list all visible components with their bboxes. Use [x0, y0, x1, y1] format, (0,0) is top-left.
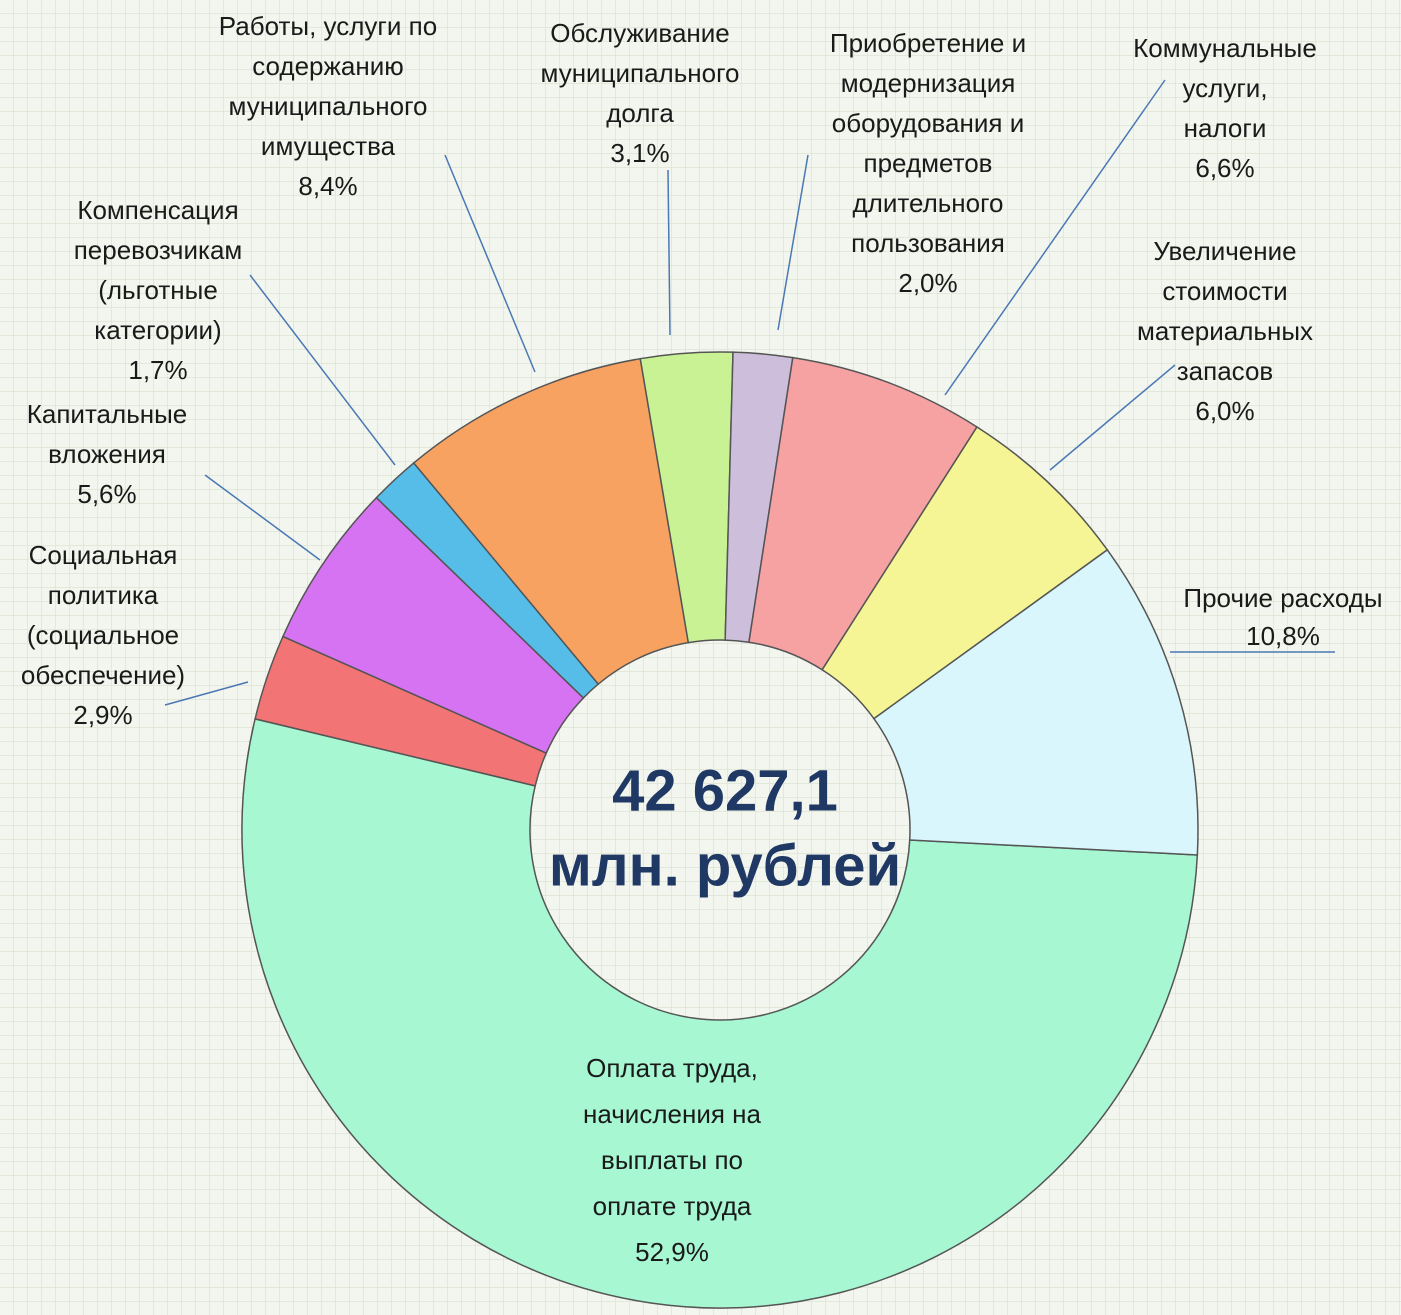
- value-label: 5,6%: [77, 479, 136, 509]
- category-label: Увеличение стоимости материальных запасов: [1137, 236, 1313, 386]
- category-label: Коммунальные услуги, налоги: [1133, 33, 1317, 143]
- value-label: 8,4%: [298, 171, 357, 201]
- value-label: 2,0%: [898, 268, 957, 298]
- center-text: 42 627,1: [612, 758, 838, 823]
- value-label: 6,6%: [1195, 153, 1254, 183]
- value-label: 1,7%: [128, 355, 187, 385]
- leader-line: [667, 169, 671, 336]
- leader-line: [164, 681, 249, 706]
- leader-line: [249, 274, 396, 466]
- center-text: млн. рублей: [549, 833, 901, 898]
- category-label: Социальная политика (социальное обеспечение…: [21, 540, 185, 690]
- category-label: Работы, услуги по содержанию муниципальног…: [219, 11, 437, 161]
- category-label: Оплата труда, начисления на выплаты по опла…: [583, 1053, 761, 1221]
- category-label: Обслуживание муниципального долга: [541, 18, 740, 128]
- value-label: 3,1%: [610, 138, 669, 168]
- value-label: 6,0%: [1195, 396, 1254, 426]
- leader-line: [1049, 364, 1176, 471]
- value-label: 2,9%: [73, 700, 132, 730]
- donut-segment: [872, 548, 1199, 856]
- leader-line: [944, 79, 1166, 396]
- donut-segment: [412, 357, 690, 686]
- leader-line: [444, 154, 536, 373]
- value-label: 52,9%: [635, 1237, 709, 1267]
- value-label: 10,8%: [1246, 621, 1320, 651]
- category-label: Прочие расходы: [1183, 583, 1382, 613]
- leader-line: [204, 474, 321, 561]
- category-label: Компенсация перевозчикам (льготные категори…: [74, 195, 243, 345]
- category-label: Приобретение и модернизация оборудования и…: [830, 28, 1026, 258]
- category-label: Капитальные вложения: [27, 399, 188, 469]
- leader-lines: [164, 79, 1335, 706]
- donut-segment: [241, 717, 1199, 1309]
- leader-line: [777, 154, 809, 331]
